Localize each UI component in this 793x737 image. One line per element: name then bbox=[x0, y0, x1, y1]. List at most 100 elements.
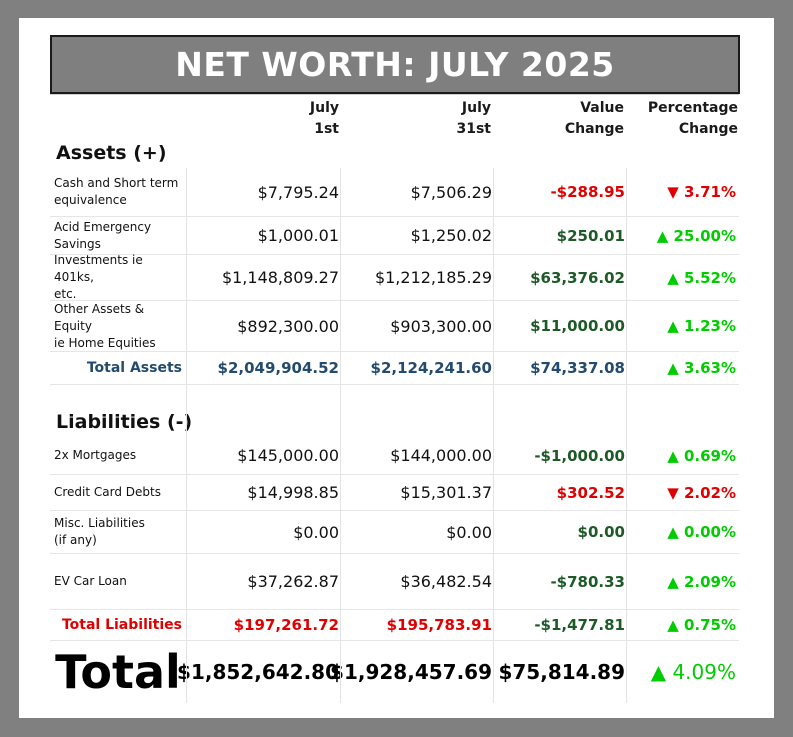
total-liabilities-label: Total Liabilities bbox=[61, 616, 182, 633]
july-1st-value: $7,795.24 bbox=[257, 182, 339, 202]
row-label-line: Cash and Short term bbox=[54, 176, 179, 190]
july-31st-value: $36,482.54 bbox=[400, 572, 492, 591]
value-change: $302.52 bbox=[556, 483, 625, 502]
percentage-change: ▲ 1.23% bbox=[667, 317, 736, 335]
total-assets-july-31st: $2,124,241.60 bbox=[370, 359, 492, 377]
total-liabilities-row: Total Liabilities $197,261.72 $195,783.9… bbox=[50, 610, 739, 641]
row-label: 2x Mortgages bbox=[54, 437, 182, 474]
grand-total-july-31st: $1,928,457.69 bbox=[330, 660, 492, 684]
column-divider bbox=[493, 168, 494, 703]
percentage-change: ▲ 5.52% bbox=[667, 268, 736, 287]
july-31st-value: $1,250.02 bbox=[410, 226, 492, 245]
column-header-line: Change bbox=[678, 121, 738, 137]
row-label-line: Savings bbox=[54, 236, 101, 251]
row-label-line: ie Home Equities bbox=[54, 335, 156, 350]
row-label-line: Credit Card Debts bbox=[54, 485, 161, 499]
value-change: -$288.95 bbox=[550, 183, 625, 201]
july-1st-value: $37,262.87 bbox=[247, 572, 339, 591]
column-header-line: July bbox=[461, 100, 491, 116]
july-1st-value: $0.00 bbox=[293, 522, 339, 542]
total-assets-percentage-change: ▲ 3.63% bbox=[667, 359, 736, 377]
percentage-change: ▲ 25.00% bbox=[656, 226, 736, 245]
july-31st-value: $0.00 bbox=[446, 522, 492, 542]
header-divider bbox=[50, 94, 739, 95]
july-31st-value: $1,212,185.29 bbox=[374, 268, 492, 287]
grand-total-row: Total $1,852,642.80 $1,928,457.69 $75,81… bbox=[50, 641, 739, 703]
row-label-line: Other Assets & Equity bbox=[54, 301, 145, 333]
total-liabilities-value-change: -$1,477.81 bbox=[534, 616, 625, 634]
assets-heading: Assets (+) bbox=[56, 142, 167, 164]
net-worth-sheet: NET WORTH: JULY 2025 July 1st July 31st … bbox=[19, 18, 774, 718]
percentage-change: ▼ 3.71% bbox=[667, 183, 736, 201]
row-label-line: etc. bbox=[54, 287, 77, 301]
row-label: Credit Card Debts bbox=[54, 475, 182, 510]
row-label-line: equivalence bbox=[54, 193, 127, 207]
row-label: Investments ie 401ks, etc. bbox=[54, 253, 182, 301]
row-label-line: Misc. Liabilities bbox=[54, 516, 145, 530]
grand-total-percentage-change: ▲ 4.09% bbox=[650, 660, 736, 684]
july-1st-value: $892,300.00 bbox=[237, 316, 339, 336]
july-31st-value: $144,000.00 bbox=[390, 446, 492, 465]
total-assets-value-change: $74,337.08 bbox=[530, 359, 625, 377]
total-liabilities-july-1st: $197,261.72 bbox=[233, 616, 339, 634]
total-assets-row: Total Assets $2,049,904.52 $2,124,241.60… bbox=[50, 352, 739, 385]
table-row: Other Assets & Equity ie Home Equities $8… bbox=[50, 301, 739, 352]
row-label: Acid Emergency Savings bbox=[54, 217, 182, 254]
value-change: $0.00 bbox=[577, 523, 625, 541]
row-label-line: Investments ie 401ks, bbox=[54, 253, 143, 284]
july-1st-value: $1,000.01 bbox=[257, 226, 339, 245]
row-label: Misc. Liabilities (if any) bbox=[54, 511, 182, 553]
total-liabilities-july-31st: $195,783.91 bbox=[386, 616, 492, 634]
percentage-change: ▲ 0.00% bbox=[667, 523, 736, 541]
column-header-line: July bbox=[309, 100, 339, 116]
row-label-line: 2x Mortgages bbox=[54, 448, 137, 462]
column-header-july-1st: July 1st bbox=[219, 98, 339, 140]
column-divider bbox=[186, 168, 187, 703]
table-row: Acid Emergency Savings $1,000.01 $1,250.0… bbox=[50, 217, 739, 255]
july-31st-value: $15,301.37 bbox=[400, 483, 492, 502]
value-change: $11,000.00 bbox=[530, 317, 625, 335]
value-change: $63,376.02 bbox=[530, 268, 625, 287]
value-change: -$780.33 bbox=[550, 572, 625, 591]
column-header-july-31st: July 31st bbox=[371, 98, 491, 140]
page-title: NET WORTH: JULY 2025 bbox=[50, 35, 740, 94]
liabilities-heading: Liabilities (-) bbox=[56, 411, 193, 433]
july-1st-value: $14,998.85 bbox=[247, 483, 339, 502]
table-row: Misc. Liabilities (if any) $0.00 $0.00 $0… bbox=[50, 511, 739, 554]
column-header-line: 1st bbox=[314, 121, 339, 137]
july-31st-value: $903,300.00 bbox=[390, 316, 492, 336]
column-header-value-change: Value Change bbox=[504, 98, 624, 140]
value-change: -$1,000.00 bbox=[534, 446, 625, 465]
total-liabilities-percentage-change: ▲ 0.75% bbox=[667, 616, 736, 634]
table-row: Cash and Short term equivalence $7,795.24… bbox=[50, 168, 739, 217]
column-header-line: Value bbox=[580, 100, 624, 116]
grand-total-july-1st: $1,852,642.80 bbox=[177, 660, 339, 684]
july-1st-value: $1,148,809.27 bbox=[221, 268, 339, 287]
column-header-line: Change bbox=[564, 121, 624, 137]
row-label-line: Acid Emergency bbox=[54, 219, 152, 234]
column-header-percentage-change: Percentage Change bbox=[618, 98, 738, 140]
value-change: $250.01 bbox=[556, 226, 625, 245]
table-row: Investments ie 401ks, etc. $1,148,809.27 … bbox=[50, 253, 739, 301]
row-label: EV Car Loan bbox=[54, 554, 182, 609]
percentage-change: ▲ 0.69% bbox=[667, 446, 736, 465]
row-label: Cash and Short term equivalence bbox=[54, 168, 182, 216]
percentage-change: ▼ 2.02% bbox=[667, 483, 736, 502]
table-row: Credit Card Debts $14,998.85 $15,301.37 … bbox=[50, 475, 739, 511]
row-label-line: (if any) bbox=[54, 533, 97, 547]
column-divider bbox=[340, 168, 341, 703]
table-row: EV Car Loan $37,262.87 $36,482.54 -$780.… bbox=[50, 554, 739, 610]
table-row: 2x Mortgages $145,000.00 $144,000.00 -$1… bbox=[50, 437, 739, 475]
column-header-line: Percentage bbox=[647, 100, 738, 116]
row-label: Other Assets & Equity ie Home Equities bbox=[54, 301, 182, 351]
percentage-change: ▲ 2.09% bbox=[667, 572, 736, 591]
total-assets-july-1st: $2,049,904.52 bbox=[217, 359, 339, 377]
grand-total-value-change: $75,814.89 bbox=[498, 660, 625, 684]
july-31st-value: $7,506.29 bbox=[410, 182, 492, 202]
column-divider bbox=[626, 168, 627, 703]
july-1st-value: $145,000.00 bbox=[237, 446, 339, 465]
total-assets-label: Total Assets bbox=[86, 359, 182, 376]
column-header-line: 31st bbox=[456, 121, 491, 137]
grand-total-label: Total bbox=[55, 644, 181, 699]
row-label-line: EV Car Loan bbox=[54, 574, 127, 588]
